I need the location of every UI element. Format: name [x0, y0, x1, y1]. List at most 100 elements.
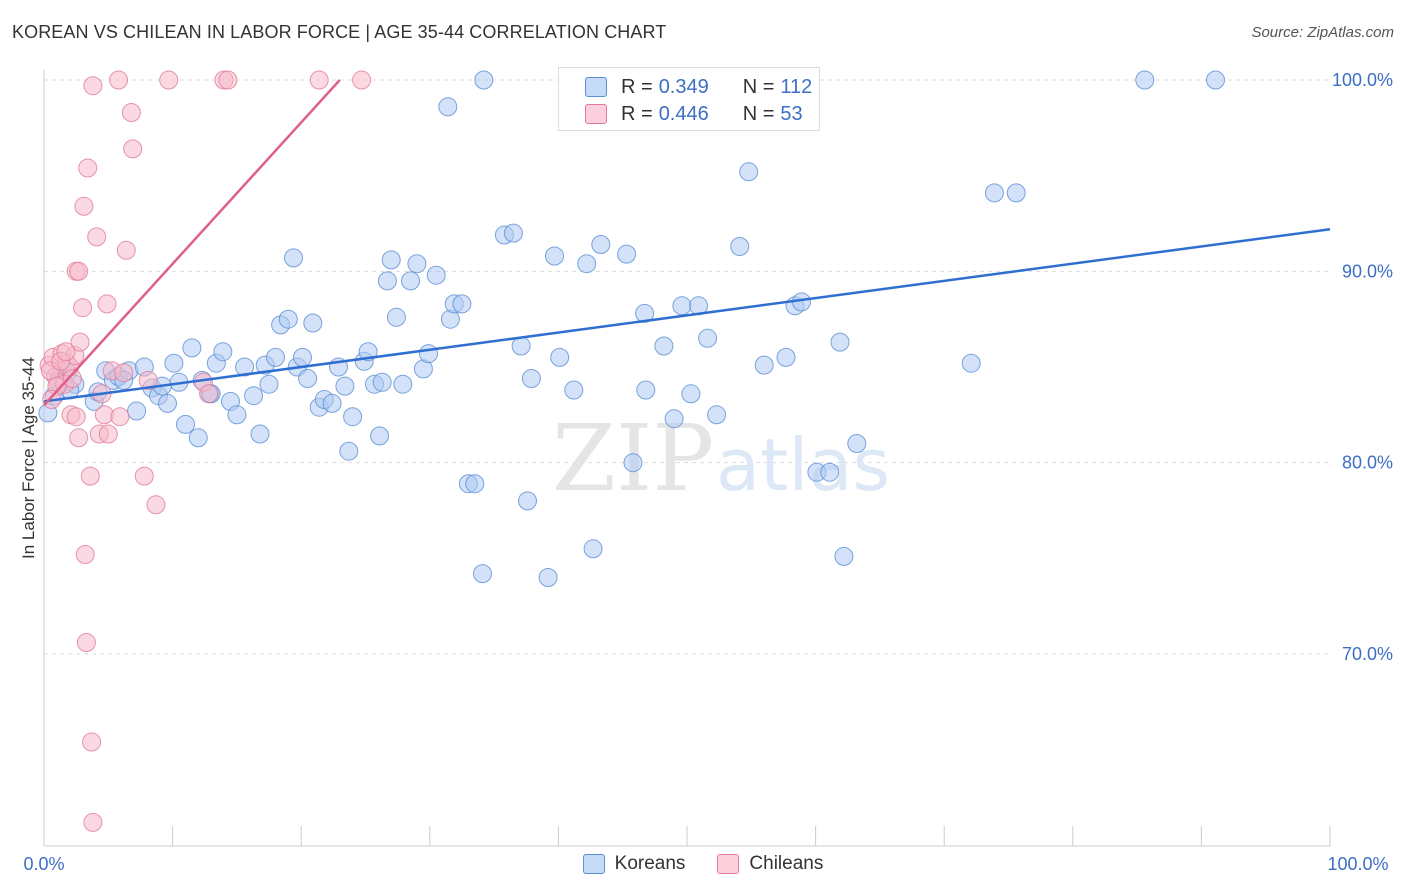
korean-point — [776, 347, 796, 367]
korean-point — [438, 97, 458, 117]
chilean-point — [114, 363, 134, 383]
chilean-point — [70, 332, 90, 352]
korean-point — [654, 336, 674, 356]
legend-item-chileans: Chileans — [717, 853, 823, 875]
legend-label: Koreans — [614, 853, 686, 874]
korean-point — [511, 336, 531, 356]
korean-point — [381, 250, 401, 270]
korean-point — [550, 347, 570, 367]
korean-point — [564, 380, 584, 400]
korean-point — [664, 409, 684, 429]
watermark-atlas: atlas — [716, 423, 890, 507]
legend-row-chileans: R = 0.446 N = 53 — [585, 102, 803, 126]
korean-point — [401, 271, 420, 291]
chilean-point — [97, 294, 117, 314]
legend-n-value: 53 — [780, 102, 803, 125]
korean-point — [473, 564, 492, 584]
korean-point — [961, 353, 981, 373]
korean-point — [235, 357, 255, 377]
chilean-point — [69, 428, 89, 448]
korean-point — [1135, 70, 1155, 90]
trend-lines — [43, 79, 1331, 407]
chilean-point — [80, 466, 100, 486]
korean-point — [518, 491, 537, 511]
korean-point — [698, 328, 718, 348]
korean-point — [377, 271, 397, 291]
korean-point — [266, 347, 285, 367]
korean-point — [577, 254, 597, 274]
chart-title: KOREAN VS CHILEAN IN LABOR FORCE | AGE 3… — [12, 22, 667, 42]
korean-point — [176, 414, 195, 434]
legend-swatch — [717, 854, 740, 874]
korean-point — [754, 355, 774, 375]
korean-point — [244, 386, 264, 406]
legend-n-label: N = — [742, 102, 775, 125]
korean-point — [298, 369, 318, 388]
legend-label: Chileans — [749, 853, 824, 874]
chilean-point — [138, 370, 158, 390]
chilean-point — [82, 732, 102, 752]
korean-point — [538, 568, 558, 587]
korean-point — [545, 246, 564, 266]
chilean-point — [199, 384, 219, 404]
korean-point — [164, 353, 184, 373]
korean-point — [393, 374, 413, 394]
chilean-point — [87, 227, 107, 247]
korean-point — [386, 307, 406, 327]
chilean-point — [83, 812, 103, 832]
chilean-point — [110, 407, 130, 427]
korean-point — [730, 237, 750, 256]
legend-r-value: 0.349 — [658, 75, 709, 98]
y-axis-label: In Labor Force | Age 35-44 — [19, 357, 38, 559]
chilean-point — [66, 407, 86, 427]
korean-point — [465, 474, 485, 494]
chilean-point — [123, 139, 143, 159]
korean-point — [322, 393, 342, 413]
legend-r-value: 0.446 — [658, 102, 709, 125]
chilean-point — [83, 76, 103, 96]
korean-point — [419, 344, 438, 364]
korean-point — [284, 248, 303, 268]
chilean-point — [73, 298, 93, 318]
korean-point — [370, 426, 390, 446]
series-legend: Koreans Chileans — [0, 852, 1406, 876]
y-tick-labels: 70.0% 80.0% 90.0% 100.0% — [1332, 70, 1393, 664]
korean-point — [681, 384, 701, 404]
chilean-point — [352, 70, 372, 90]
chilean-point — [69, 261, 89, 281]
korean-point — [339, 441, 359, 461]
korean-point — [259, 374, 279, 394]
chilean-point — [146, 495, 166, 515]
korean-point — [707, 405, 727, 425]
chilean-point — [78, 158, 98, 178]
korean-point — [830, 332, 850, 352]
x-tick-label-max: 100.0% — [1327, 854, 1388, 874]
chilean-point — [74, 196, 94, 216]
legend-swatch — [582, 854, 605, 874]
korean-point — [739, 162, 759, 182]
chilean-point — [98, 424, 118, 444]
chilean-point — [309, 70, 329, 90]
y-tick-label: 100.0% — [1332, 70, 1393, 90]
korean-point — [834, 546, 854, 566]
korean-point — [474, 70, 494, 90]
korean-trend-line — [43, 228, 1331, 403]
stats-legend: R = 0.349 N = 112 R = 0.446 N = 53 — [558, 67, 820, 131]
korean-point — [303, 313, 323, 333]
korean-point — [182, 338, 202, 358]
korean-point — [452, 294, 472, 314]
korean-point — [847, 434, 867, 453]
chilean-point — [76, 633, 96, 652]
chilean-point — [159, 70, 179, 90]
chilean-point — [56, 342, 76, 362]
legend-swatch-koreans — [585, 77, 607, 97]
korean-point — [250, 424, 270, 444]
y-tick-label: 80.0% — [1342, 453, 1393, 473]
korean-point — [672, 296, 692, 316]
chilean-point — [116, 240, 136, 260]
x-tick-label-min: 0.0% — [23, 854, 64, 874]
korean-point — [521, 369, 541, 388]
korean-point — [188, 428, 208, 448]
korean-point — [623, 453, 643, 473]
source-label: Source: ZipAtlas.com — [1251, 24, 1394, 41]
